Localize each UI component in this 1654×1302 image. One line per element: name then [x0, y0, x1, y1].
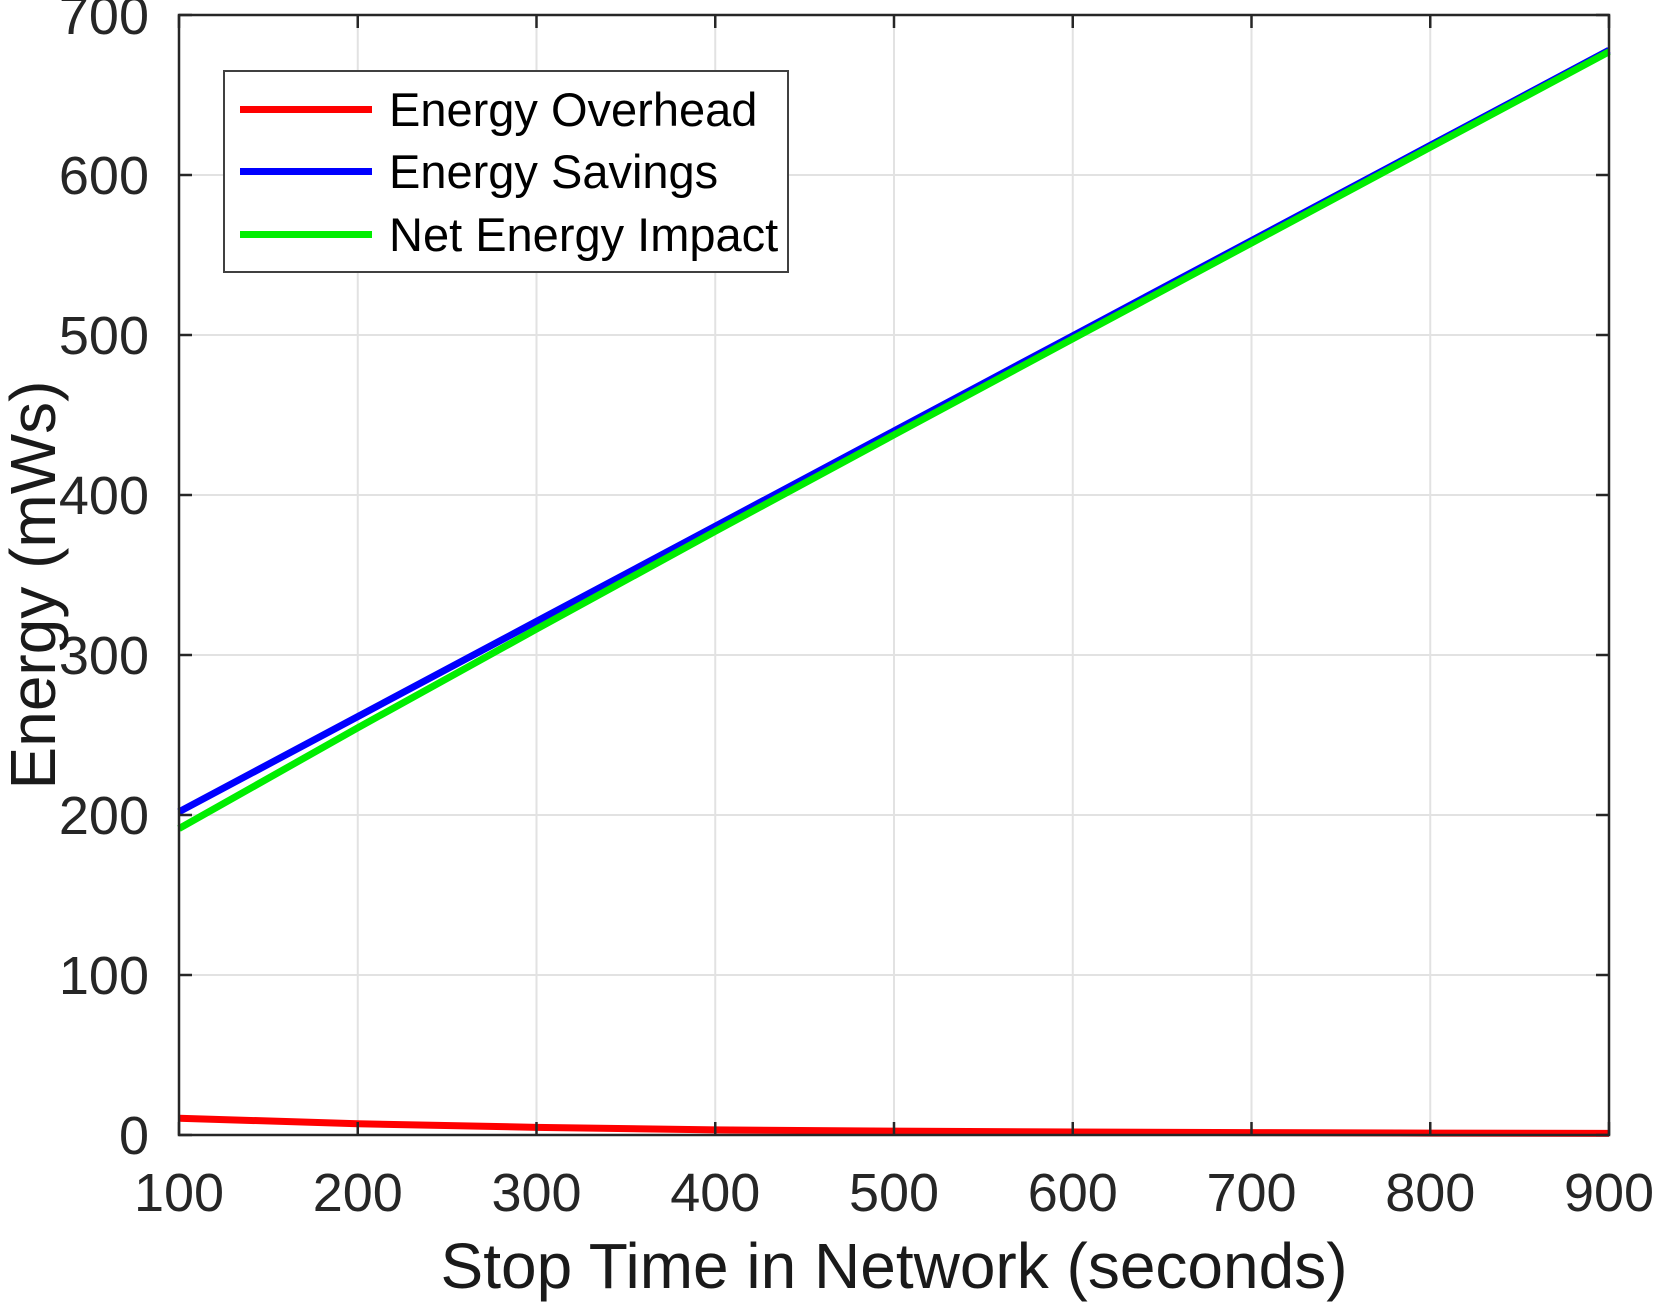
legend-line-swatch-blue — [240, 168, 372, 175]
y-tick-label: 300 — [59, 626, 149, 686]
legend-label: Energy Savings — [389, 145, 719, 198]
y-tick-label: 400 — [59, 466, 149, 526]
x-tick-label: 300 — [491, 1163, 581, 1223]
y-tick-label: 100 — [59, 946, 149, 1006]
y-tick-label: 500 — [59, 306, 149, 366]
x-tick-label: 200 — [313, 1163, 403, 1223]
legend-item-energy-savings: Energy Savings — [225, 144, 787, 199]
x-tick-label: 100 — [134, 1163, 224, 1223]
x-tick-label: 400 — [670, 1163, 760, 1223]
legend-line-swatch-green — [240, 230, 372, 238]
x-axis-label: Stop Time in Network (seconds) — [440, 1230, 1348, 1302]
legend-item-energy-overhead: Energy Overhead — [225, 82, 787, 137]
y-tick-label: 700 — [59, 0, 149, 46]
legend-item-net-energy-impact: Net Energy Impact — [225, 207, 787, 262]
series-line-2 — [177, 48, 1611, 832]
x-tick-label: 900 — [1564, 1163, 1654, 1223]
x-tick-label: 500 — [849, 1163, 939, 1223]
y-tick-label: 0 — [119, 1106, 149, 1166]
legend: Energy Overhead Energy Savings Net Energ… — [223, 70, 789, 273]
legend-label: Net Energy Impact — [389, 207, 779, 261]
x-tick-label: 700 — [1206, 1163, 1296, 1223]
y-axis-label: Energy (mWs) — [0, 380, 69, 790]
y-tick-label: 200 — [59, 786, 149, 846]
legend-label: Energy Overhead — [389, 82, 758, 136]
x-tick-label: 600 — [1028, 1163, 1118, 1223]
y-tick-label: 600 — [59, 146, 149, 206]
legend-line-swatch-red — [240, 105, 372, 113]
x-tick-label: 800 — [1385, 1163, 1475, 1223]
